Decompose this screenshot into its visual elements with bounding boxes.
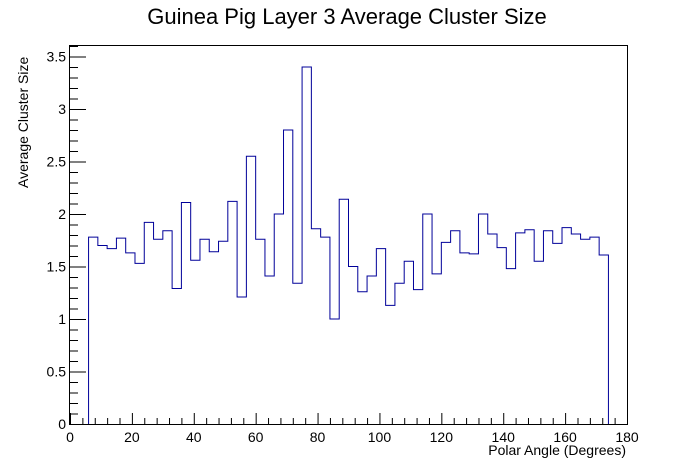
- y-tick-label: 0: [58, 416, 66, 432]
- x-tick-label: 40: [186, 429, 202, 445]
- y-tick-label: 3.5: [47, 49, 67, 65]
- x-tick-label: 20: [124, 429, 140, 445]
- x-tick-label: 120: [430, 429, 454, 445]
- y-axis: 0 0.5 1 1.5 2 2.5 3 3.5: [47, 46, 86, 432]
- y-axis-title: Average Cluster Size: [15, 57, 31, 188]
- y-tick-label: 3: [58, 101, 66, 117]
- x-tick-label: 80: [310, 429, 326, 445]
- x-axis-title: Polar Angle (Degrees): [488, 442, 626, 458]
- x-tick-label: 60: [248, 429, 264, 445]
- x-tick-label: 160: [553, 429, 577, 445]
- y-tick-label: 1: [58, 311, 66, 327]
- plot-frame: [69, 45, 628, 425]
- x-tick-label: 140: [492, 429, 516, 445]
- chart-title: Guinea Pig Layer 3 Average Cluster Size: [147, 4, 547, 29]
- y-tick-label: 2.5: [47, 154, 67, 170]
- y-tick-label: 2: [58, 206, 66, 222]
- histogram-series-line: [88, 66, 609, 424]
- y-tick-label: 0.5: [47, 364, 67, 380]
- y-tick-label: 1.5: [47, 259, 67, 275]
- x-axis: 0 20 40 60 80 100 120 140 160 180: [66, 413, 639, 445]
- x-tick-label: 0: [66, 429, 74, 445]
- x-tick-label: 180: [615, 429, 639, 445]
- x-tick-label: 100: [368, 429, 392, 445]
